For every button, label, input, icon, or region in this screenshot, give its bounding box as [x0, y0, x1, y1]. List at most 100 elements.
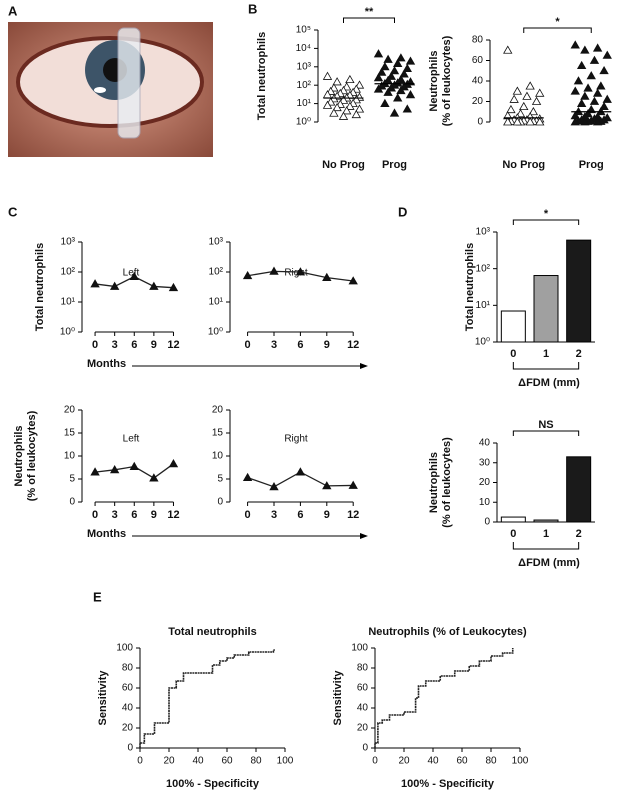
x-axis-label: ΔFDM (mm)	[518, 557, 580, 569]
bar	[533, 275, 559, 343]
panel-label: D	[398, 204, 407, 219]
y-tick-label: 30	[479, 457, 491, 468]
point	[348, 276, 358, 285]
x-tick-label: 0	[92, 339, 98, 351]
point	[531, 96, 542, 105]
y-tick-label: 10⁰	[208, 327, 223, 338]
arrow-head	[360, 363, 368, 369]
point	[396, 53, 406, 62]
point	[506, 104, 516, 114]
y-tick-label: 10¹	[297, 98, 312, 109]
point	[596, 81, 606, 90]
point	[168, 459, 179, 468]
significance: **	[365, 6, 374, 18]
y-tick-label: 10³	[297, 61, 312, 72]
x-tick-label: 80	[485, 756, 497, 767]
y-tick-label: 0	[477, 117, 483, 128]
y-tick-label: 0	[362, 743, 368, 754]
bar	[500, 310, 526, 343]
panel-label: A	[8, 3, 18, 18]
point	[576, 60, 587, 70]
y-axis-label: (% of leukocytes)	[26, 410, 38, 501]
y-tick-label: 10¹	[476, 300, 491, 311]
y-tick-label: 5	[69, 474, 75, 485]
bar	[566, 456, 592, 523]
point	[592, 117, 603, 126]
y-tick-label: 0	[69, 497, 75, 508]
y-axis-label: Total neutrophils	[464, 243, 476, 331]
point	[573, 76, 584, 85]
y-tick-label: 20	[64, 405, 76, 416]
significance-bracket	[523, 27, 592, 33]
y-tick-label: 60	[472, 55, 484, 66]
point	[322, 272, 332, 282]
x-axis-label: Months	[87, 358, 126, 370]
x-tick-label: 6	[297, 509, 303, 521]
point	[345, 101, 355, 110]
y-tick-label: 20	[357, 723, 369, 734]
x-tick-label: 20	[163, 756, 175, 767]
x-tick-label: 9	[151, 509, 157, 521]
x-tick-label: 60	[456, 756, 468, 767]
y-tick-label: 10⁴	[296, 43, 311, 54]
point	[386, 83, 396, 92]
x-tick-label: 12	[347, 339, 359, 351]
point	[383, 87, 393, 96]
point	[149, 473, 159, 482]
point	[351, 109, 361, 119]
x-tick-label: 12	[167, 339, 179, 351]
point	[402, 63, 412, 72]
chart-title: Left	[123, 434, 140, 445]
x-axis-label: Months	[87, 528, 126, 540]
chart-title: Left	[123, 268, 140, 279]
y-axis-label: (% of leukocytes)	[441, 35, 453, 126]
x-tick-label: 0	[510, 348, 516, 360]
y-tick-label: 40	[357, 703, 369, 714]
x-tick-label: 3	[112, 339, 118, 351]
y-axis-label: Total neutrophils	[34, 243, 46, 331]
point	[90, 467, 100, 476]
point	[348, 480, 358, 489]
point	[129, 461, 139, 470]
bar	[566, 239, 592, 343]
x-tick-label: 20	[398, 756, 410, 767]
y-axis-label: Neutrophils	[428, 50, 440, 111]
point	[109, 281, 120, 290]
x-tick-label: 40	[427, 756, 439, 767]
point	[373, 84, 384, 93]
x-axis-label: ΔFDM (mm)	[518, 377, 580, 389]
y-tick-label: 20	[472, 96, 484, 107]
point	[580, 117, 590, 126]
point	[586, 71, 596, 80]
point	[509, 94, 519, 103]
point	[399, 69, 409, 78]
y-tick-label: 10	[212, 451, 224, 462]
point	[393, 93, 403, 102]
y-axis-label: Sensitivity	[97, 670, 109, 726]
y-tick-label: 20	[479, 477, 491, 488]
panel-label: B	[248, 1, 257, 16]
point	[383, 54, 393, 63]
significance: *	[555, 16, 560, 28]
y-tick-label: 40	[472, 76, 484, 87]
y-tick-label: 10³	[209, 237, 224, 248]
point	[269, 482, 279, 491]
x-tick-label: 0	[245, 339, 251, 351]
chart-title: Right	[284, 434, 308, 445]
x-tick-label: 40	[192, 756, 204, 767]
point	[525, 117, 535, 126]
y-tick-label: 10³	[476, 227, 491, 238]
point	[576, 98, 587, 107]
x-tick-label: 9	[324, 509, 330, 521]
y-tick-label: 10²	[61, 267, 76, 278]
point	[393, 58, 403, 67]
point	[580, 45, 590, 54]
eye-photo	[8, 22, 213, 157]
y-tick-label: 0	[217, 497, 223, 508]
point	[295, 467, 306, 476]
x-tick-label: 0	[92, 509, 98, 521]
point	[295, 267, 306, 276]
point	[329, 108, 339, 117]
x-tick-label: 100	[512, 756, 529, 767]
